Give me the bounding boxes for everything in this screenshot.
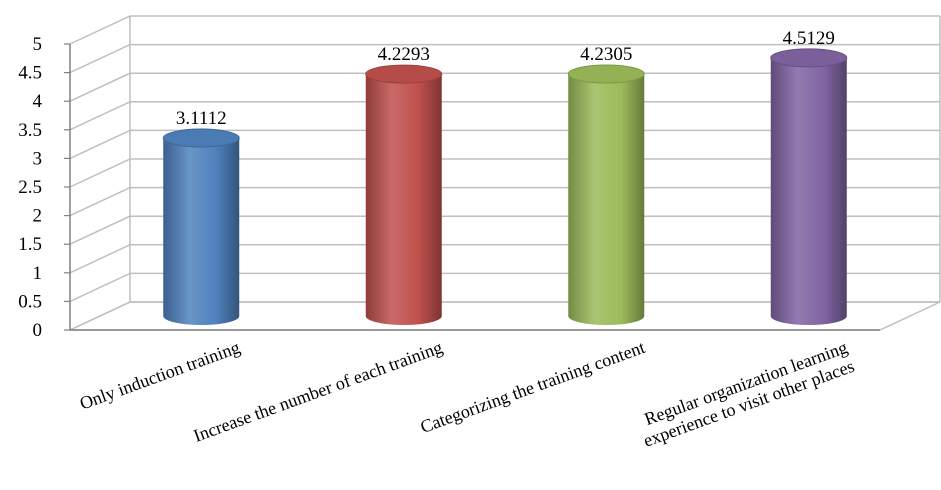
- y-tick-label: 2: [33, 206, 43, 227]
- bar-top: [162, 128, 240, 148]
- grid-side-line: [69, 72, 131, 102]
- y-tick-label: 3: [33, 148, 43, 169]
- y-tick-labels: 0 0.5 1 1.5 2 2.5 3 3.5 4 4.5 5: [18, 34, 42, 341]
- bars: [162, 48, 848, 325]
- grid-side-line: [69, 101, 131, 131]
- bar: [770, 48, 848, 325]
- bar: [365, 64, 443, 325]
- bar-top: [365, 64, 443, 84]
- y-tick-label: 1.5: [18, 234, 42, 255]
- y-tick-label: 3.5: [18, 120, 42, 141]
- grid-side-line: [69, 186, 131, 217]
- grid-side-line: [69, 129, 131, 160]
- bar-body: [163, 138, 240, 325]
- y-tick-label: 1: [33, 263, 43, 284]
- category-label-line: Only induction training: [77, 337, 243, 414]
- y-tick-label: 2.5: [18, 177, 42, 198]
- category-label: Only induction training: [77, 337, 243, 414]
- bar-body: [568, 74, 645, 325]
- y-tick-label: 0.5: [18, 291, 42, 312]
- y-tick-label: 0: [33, 320, 43, 341]
- bar-body: [770, 57, 847, 325]
- grid-side-line: [69, 215, 131, 245]
- category-label: Categorizing the training content: [418, 337, 648, 437]
- bar: [162, 128, 240, 325]
- grid-side-line: [69, 43, 131, 74]
- grid-side-line: [69, 158, 131, 188]
- category-label: Regular organization learningexperience …: [634, 337, 857, 451]
- y-tick-label: 5: [33, 34, 43, 55]
- grid-side-line: [69, 301, 131, 331]
- bar-body: [365, 74, 442, 325]
- bar: [567, 64, 645, 325]
- grid-side-line: [69, 244, 131, 274]
- data-label: 4.2305: [580, 44, 632, 65]
- data-label: 4.5129: [783, 28, 835, 49]
- data-labels: 3.1112 4.2293 4.2305 4.5129: [176, 28, 835, 129]
- category-label-line: Categorizing the training content: [418, 337, 648, 437]
- grid-side-line: [69, 272, 131, 303]
- grid-side-line: [69, 15, 131, 45]
- y-tick-label: 4.5: [18, 63, 42, 84]
- bar-top: [770, 48, 848, 68]
- axes: [64, 43, 880, 331]
- data-label: 4.2293: [378, 44, 430, 65]
- y-tick-label: 4: [33, 91, 43, 112]
- bar-top: [567, 64, 645, 84]
- data-label: 3.1112: [176, 108, 227, 129]
